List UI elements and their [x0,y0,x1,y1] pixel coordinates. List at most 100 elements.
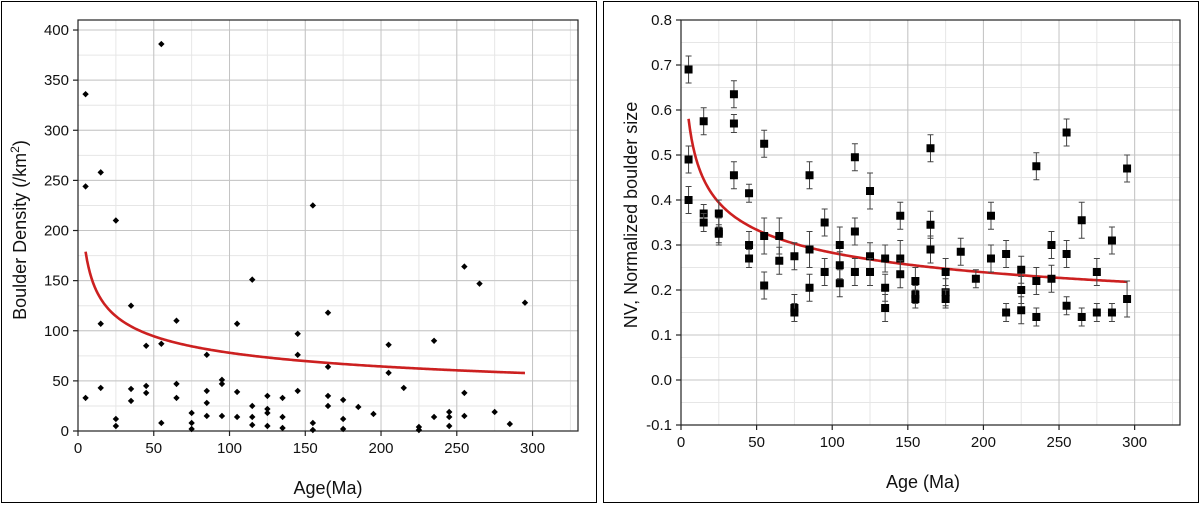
data-point [1032,162,1041,171]
y-tick-label: 0.8 [651,12,672,29]
data-point [339,415,347,423]
data-point [294,330,301,337]
data-point [971,274,980,283]
data-point [309,202,317,209]
data-point [1062,301,1071,310]
data-point [1123,164,1132,173]
y-tick-label: 50 [52,373,69,390]
data-point [1017,286,1026,294]
data-point [142,342,150,349]
data-point [294,351,301,359]
x-tick-label: 150 [293,440,318,457]
data-point [233,413,241,421]
data-point [446,413,453,421]
data-point [699,117,708,126]
data-point [203,387,210,395]
y-tick-label: 200 [44,223,69,240]
data-point [188,409,195,417]
data-point [684,65,693,74]
y-tick-label: 300 [44,122,69,139]
data-point [1032,313,1041,321]
data-point [506,420,514,428]
data-point [249,421,256,429]
x-tick-label: 100 [217,440,242,457]
data-point [1092,268,1101,276]
data-point [850,227,859,236]
y-axis-label: NV, Normalized boulder size [621,102,641,328]
data-point [461,389,468,397]
data-point [866,252,875,261]
data-point [714,209,723,218]
data-point [82,90,89,98]
data-point [1047,274,1056,283]
data-point [896,270,905,279]
data-point [339,396,347,404]
y-tick-label: 0.4 [651,192,672,209]
data-point [385,341,392,348]
data-point [461,263,468,270]
data-point [1017,265,1026,274]
data-point [355,403,362,411]
data-point [521,299,529,306]
data-point [324,392,332,400]
data-point [173,394,180,402]
x-axis-label: Age(Ma) [293,478,362,498]
data-point [491,408,498,416]
data-point [775,232,784,240]
data-point [324,402,332,410]
data-point [173,317,180,324]
data-point [264,405,271,413]
y-tick-label: 0.5 [651,147,672,164]
data-point [188,419,195,427]
data-point [142,382,150,390]
data-point [188,425,195,433]
data-point [911,277,920,285]
data-point [158,340,165,347]
y-tick-label: 400 [44,22,69,39]
x-tick-label: 250 [1047,434,1072,451]
data-point [729,90,738,99]
data-point [279,424,286,432]
data-point [158,419,165,427]
data-point [699,218,708,227]
data-point [430,337,438,344]
data-point [1123,295,1132,303]
data-point [941,295,950,303]
data-point [415,426,423,434]
fit-curve [84,251,526,375]
data-point [249,402,256,410]
data-point [218,412,226,420]
data-point [203,399,210,407]
data-point [112,422,120,430]
x-tick-label: 0 [74,440,82,457]
data-point [790,252,799,261]
right-chart-frame [603,1,1199,503]
y-tick-label: 0.7 [651,57,672,74]
data-point [760,232,769,240]
data-point [941,268,950,276]
data-point [775,256,784,265]
data-point [881,283,890,292]
x-tick-label: 100 [820,434,845,451]
data-point [956,247,965,256]
y-tick-label: 0.2 [651,282,672,299]
data-point [385,369,392,377]
data-point [790,308,799,317]
data-point [82,183,89,190]
x-tick-label: 0 [677,434,685,451]
data-point [1107,308,1116,317]
y-tick-label: 0.6 [651,102,672,119]
data-point [1047,241,1056,249]
y-tick-label: 0.0 [651,372,672,389]
data-point [820,268,829,276]
data-point [279,394,286,402]
data-point [1077,216,1086,225]
data-point [896,211,905,220]
data-point [714,229,723,238]
data-point [97,320,104,327]
data-point [1092,308,1101,317]
data-point [339,425,347,433]
data-point [476,280,483,287]
data-point [279,413,286,421]
data-point [127,397,135,405]
